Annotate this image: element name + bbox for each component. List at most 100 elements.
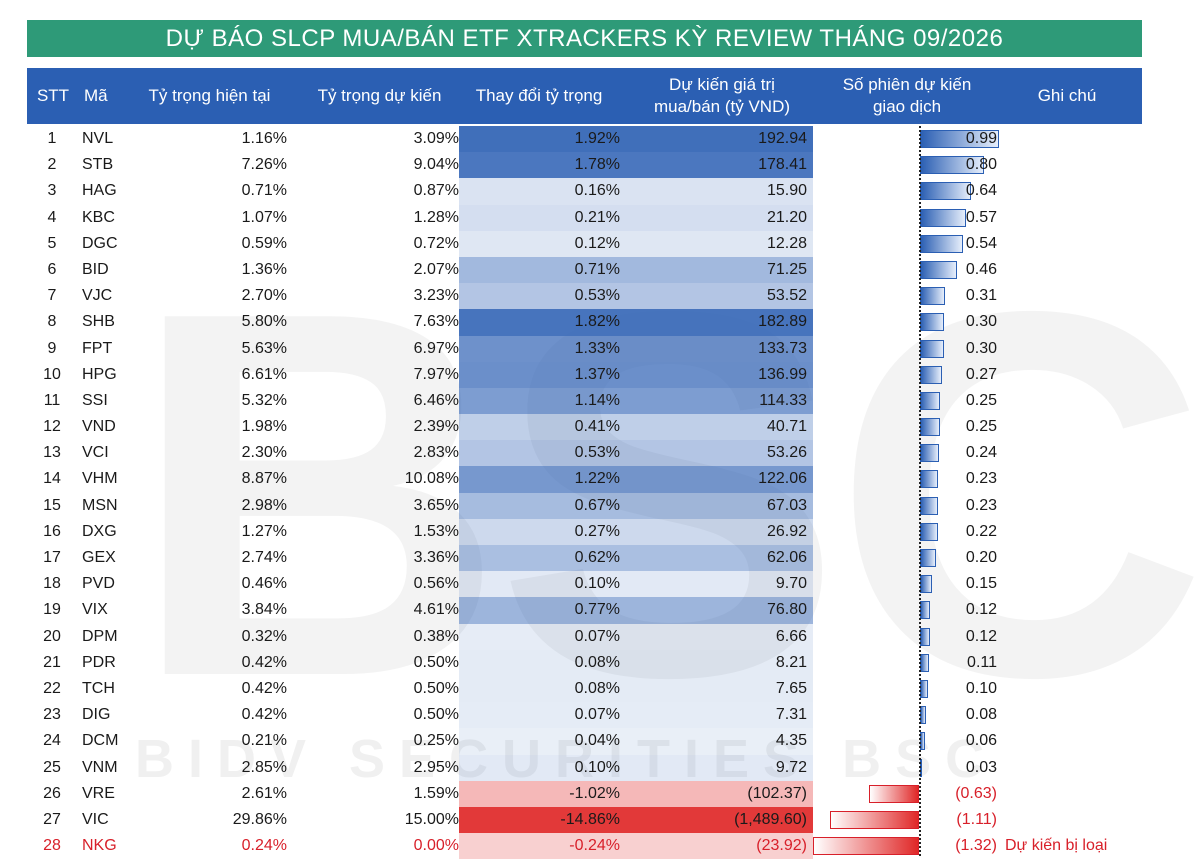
value-heat-cell [459, 283, 813, 310]
row-expected-value: 21.20 [766, 208, 807, 226]
row-current-weight: 7.26% [241, 156, 287, 174]
row-expected-value: 182.89 [758, 313, 807, 331]
row-current-weight: 0.24% [241, 837, 287, 855]
row-note [1005, 597, 1145, 623]
row-sessions: 0.30 [965, 313, 997, 331]
row-ticker: VHM [82, 470, 118, 488]
row-current-weight: 3.84% [241, 601, 287, 619]
table-row: 18 PVD 0.46% 0.56% 0.10% 9.70 0.15 [27, 571, 1142, 598]
row-expected-value: 6.66 [775, 627, 807, 645]
row-expected-value: 53.52 [766, 287, 807, 305]
row-weight-change: -0.24% [569, 837, 620, 855]
table-row: 16 DXG 1.27% 1.53% 0.27% 26.92 0.22 [27, 518, 1142, 545]
row-weight-change: 1.92% [574, 130, 620, 147]
row-expected-weight: 0.50% [413, 653, 459, 671]
value-heat-cell [459, 833, 813, 860]
value-heat-cell [459, 387, 813, 415]
table-row: 9 FPT 5.63% 6.97% 1.33% 133.73 0.30 [27, 335, 1145, 362]
row-weight-change: 0.21% [574, 208, 620, 226]
row-current-weight: 5.63% [241, 339, 287, 357]
row-expected-weight: 2.95% [413, 758, 459, 776]
row-sessions: 0.30 [965, 339, 997, 357]
row-note [1005, 676, 1145, 702]
table-row: 23 DIG 0.42% 0.50% 0.07% 7.31 0.08 [27, 702, 1142, 729]
row-expected-weight: 1.53% [413, 522, 459, 540]
value-heat-cell [459, 649, 813, 676]
table-row: 1 NVL 1.16% 3.09% 1.92% 192.94 0.99 [27, 126, 1142, 153]
row-current-weight: 5.32% [241, 391, 287, 409]
row-ticker: GEX [82, 549, 116, 566]
header-sessions-line1: Số phiên dự kiến [842, 75, 972, 94]
row-stt: 13 [43, 444, 61, 462]
table-body: 1 NVL 1.16% 3.09% 1.92% 192.94 0.99 2 STB 7.26% 9.… [27, 126, 1145, 860]
row-expected-value: (23.92) [756, 837, 807, 855]
row-note [1005, 336, 1145, 362]
row-current-weight: 2.70% [241, 287, 287, 305]
row-weight-change: 0.07% [574, 627, 620, 645]
row-stt: 5 [47, 234, 57, 252]
row-sessions: 0.46 [965, 260, 997, 278]
row-expected-weight: 3.09% [413, 130, 459, 147]
row-sessions: 0.15 [965, 575, 997, 593]
row-note [1005, 257, 1145, 283]
sessions-bar-negative [868, 784, 919, 803]
value-heat-cell [459, 597, 813, 624]
row-current-weight: 0.42% [241, 679, 287, 697]
row-weight-change: 1.33% [574, 339, 620, 357]
table-row: 22 TCH 0.42% 0.50% 0.08% 7.65 0.10 [27, 675, 1145, 703]
row-ticker: BID [82, 260, 109, 278]
table-row: 28 NKG 0.24% 0.00% -0.24% (23.92) (1.32) Dự kiế… [27, 833, 1142, 860]
row-current-weight: 2.85% [241, 758, 287, 776]
table-row: 3 HAG 0.71% 0.87% 0.16% 15.90 0.64 [27, 178, 1145, 205]
row-note [1005, 388, 1145, 414]
row-weight-change: 0.16% [574, 182, 620, 200]
row-expected-weight: 0.50% [413, 706, 459, 724]
row-sessions: 0.08 [965, 706, 997, 724]
row-ticker: VIX [82, 601, 108, 619]
row-note [1005, 807, 1145, 833]
row-current-weight: 6.61% [241, 365, 287, 383]
row-expected-value: 76.80 [766, 601, 807, 619]
row-current-weight: 2.30% [241, 444, 287, 462]
header-current-weight: Tỷ trọng hiện tại [148, 86, 271, 105]
row-sessions: 0.80 [965, 156, 997, 174]
row-weight-change: 0.10% [574, 758, 620, 776]
row-weight-change: 0.08% [574, 653, 620, 671]
row-expected-value: (1,489.60) [734, 810, 807, 828]
row-stt: 6 [47, 260, 57, 278]
row-note [1005, 178, 1145, 204]
row-expected-value: 26.92 [766, 522, 807, 540]
row-expected-value: 7.31 [775, 706, 807, 724]
row-stt: 28 [43, 837, 61, 855]
value-heat-cell [459, 440, 813, 467]
value-heat-cell [459, 492, 813, 519]
row-expected-weight: 2.83% [413, 444, 459, 462]
row-weight-change: 1.82% [574, 313, 620, 331]
row-sessions: 0.11 [967, 653, 997, 671]
row-expected-weight: 0.25% [413, 732, 459, 750]
header-weight-change: Thay đổi tỷ trọng [475, 86, 603, 105]
row-current-weight: 0.32% [241, 627, 287, 645]
row-weight-change: 0.71% [574, 260, 620, 278]
header-stt: STT [36, 86, 70, 105]
row-current-weight: 2.98% [241, 496, 287, 514]
value-heat-cell [459, 623, 813, 650]
table-row: 5 DGC 0.59% 0.72% 0.12% 12.28 0.54 [27, 230, 1142, 257]
row-ticker: PVD [82, 575, 115, 593]
row-current-weight: 2.61% [241, 784, 287, 802]
row-weight-change: 0.12% [574, 234, 620, 252]
row-note [1005, 440, 1145, 466]
table-row: 27 VIC 29.86% 15.00% -14.86% (1,489.60) (1.11) [27, 806, 1145, 834]
row-current-weight: 2.74% [241, 549, 287, 566]
table-row: 6 BID 1.36% 2.07% 0.71% 71.25 0.46 [27, 256, 1145, 284]
row-stt: 26 [43, 784, 61, 802]
row-expected-weight: 1.28% [413, 208, 459, 226]
row-expected-weight: 2.39% [413, 418, 459, 436]
row-expected-weight: 9.04% [413, 156, 459, 174]
value-heat-cell [459, 571, 813, 598]
table-row: 19 VIX 3.84% 4.61% 0.77% 76.80 0.12 [27, 597, 1145, 624]
table-title: DỰ BÁO SLCP MUA/BÁN ETF XTRACKERS KỲ REV… [27, 20, 1142, 57]
row-expected-weight: 3.36% [413, 549, 459, 566]
row-stt: 27 [43, 810, 61, 828]
row-current-weight: 0.42% [241, 653, 287, 671]
